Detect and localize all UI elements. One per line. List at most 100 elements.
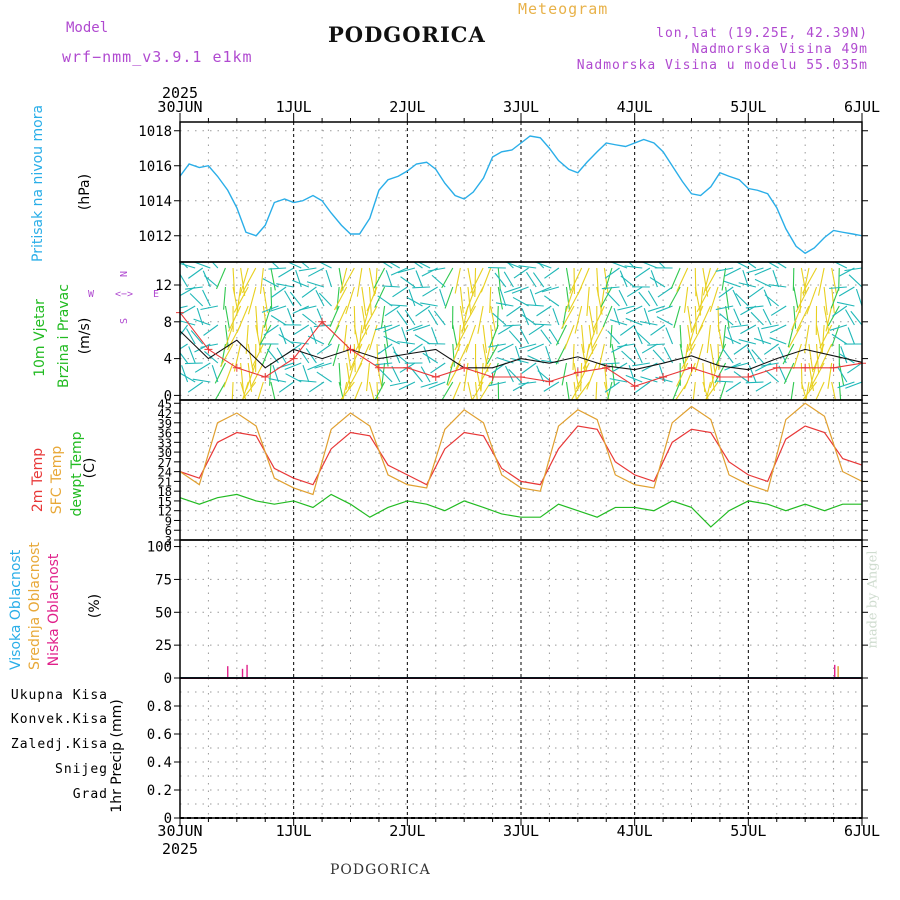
wind-arrow [247, 362, 253, 392]
model-label: Model [66, 20, 109, 36]
wind-gust-marker [630, 382, 639, 391]
y-tick-label: 42 [158, 407, 172, 421]
wind-arrow [396, 310, 408, 326]
legend-konvek-kisa: Konvek.Kisa [10, 712, 108, 727]
wind-arrow [679, 343, 686, 367]
wind-arrow [490, 305, 497, 332]
wind-arrow [823, 305, 830, 334]
wind-arrow [647, 305, 666, 312]
wind-arrow [193, 262, 211, 269]
wind-arrow [513, 267, 529, 279]
wind-arrow [508, 368, 522, 383]
wind-arrow [452, 381, 461, 400]
wind-arrow [308, 381, 325, 393]
wind-arrow [670, 267, 681, 290]
wind-arrow [306, 281, 325, 288]
wind-arrow [763, 289, 772, 307]
wind-arrow [287, 262, 302, 269]
wind-arrow [224, 324, 229, 348]
wind-arrow [650, 324, 666, 336]
wind-arrow [314, 362, 332, 369]
wind-arrow [658, 262, 666, 269]
wind-arrow [489, 324, 499, 347]
wind-arrow [313, 324, 332, 328]
wind-arrow [261, 343, 272, 366]
wind-arrow [725, 286, 730, 310]
wind-gust-marker [772, 363, 781, 372]
wind-arrow [754, 278, 772, 288]
wind-arrow [439, 288, 446, 307]
wind-arrow [335, 305, 348, 330]
wind-arrow [776, 262, 787, 269]
wind-arrow [433, 310, 446, 326]
wind-arrow [284, 290, 295, 307]
wind-arrow [187, 381, 204, 393]
wind-arrow [845, 381, 862, 389]
wind-arrow [215, 267, 226, 290]
wind-arrow [428, 381, 446, 390]
wind-arrow [606, 292, 620, 307]
wind-arrow [340, 267, 355, 293]
y-tick-label: 0.6 [147, 727, 172, 743]
wind-arrow [368, 324, 378, 351]
wind-arrow [319, 262, 332, 269]
wind-arrow [718, 286, 734, 298]
wind-gust-marker [346, 345, 355, 354]
x-tick-label-top: 2JUL [389, 98, 425, 116]
y-tick-label: 0 [164, 388, 172, 404]
wind-arrow [601, 286, 620, 290]
wind-arrow [181, 365, 189, 383]
wind-arrow [641, 343, 658, 354]
temp-sfc-line [179, 402, 863, 496]
elevation-label: Nadmorska Visina 49m [691, 42, 868, 57]
wind-arrow [203, 324, 219, 336]
wind-arrow [302, 313, 317, 326]
wind-arrow [696, 286, 711, 313]
wind-arrow [377, 343, 393, 355]
compass-horizontal: <−> [115, 289, 133, 300]
wind-arrow [733, 343, 749, 355]
wind-gust-marker [517, 373, 525, 381]
wind-arrow [668, 286, 681, 308]
wind-arrow [548, 328, 560, 345]
wind-arrow [555, 324, 567, 346]
wind-arrow [643, 307, 651, 326]
wind-gust-marker [460, 363, 469, 372]
wind-arrow [383, 335, 400, 345]
wind-arrow [528, 324, 545, 336]
wind-arrow [815, 381, 825, 400]
wind-arrow [588, 324, 594, 354]
wind-arrow [609, 324, 613, 348]
wind-arrow [791, 305, 802, 331]
wind-arrow [848, 274, 862, 288]
wind-arrow [611, 343, 617, 367]
wind-arrow [400, 276, 416, 288]
wind-arrow [240, 362, 244, 392]
legend-ukupna-kisa: Ukupna Kisa [10, 688, 108, 703]
wind-arrow [503, 271, 514, 288]
wind-arrow [544, 295, 560, 307]
wind-arrow [628, 364, 636, 383]
wind-arrow [251, 343, 264, 368]
wind-arrow [527, 343, 544, 352]
wind-arrow [276, 347, 287, 364]
wind-arrow [715, 267, 734, 272]
y-tick-label: 1014 [138, 194, 172, 210]
wind-arrow [823, 286, 828, 316]
wind-arrow [837, 366, 848, 383]
wind-arrow [580, 362, 583, 392]
wind-arrow [495, 302, 514, 307]
y-tick-label: 25 [155, 638, 172, 654]
wind-arrow [541, 286, 560, 293]
wind-arrow [374, 324, 393, 331]
wind-arrow [715, 343, 727, 365]
y-tick-label: 9 [165, 514, 172, 528]
wind-arrow [444, 286, 454, 309]
wind-arrow [293, 324, 310, 336]
wind-arrow [361, 286, 367, 316]
wind-arrow [188, 267, 204, 279]
wind-arrow [389, 381, 408, 387]
wind-arrow [389, 304, 408, 307]
wind-arrow [772, 270, 780, 288]
year-label-top: 2025 [162, 84, 198, 102]
